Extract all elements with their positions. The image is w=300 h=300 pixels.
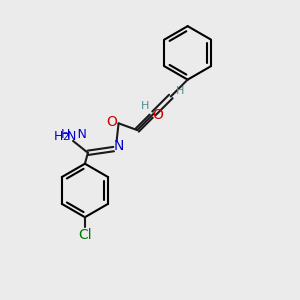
Text: N: N — [113, 139, 124, 153]
Text: Cl: Cl — [78, 228, 92, 242]
Text: O: O — [153, 108, 164, 122]
Text: N: N — [66, 130, 76, 143]
Text: H: H — [141, 101, 149, 111]
Text: H: H — [53, 130, 63, 143]
Text: H: H — [176, 85, 184, 95]
Text: H: H — [60, 128, 70, 142]
Text: 2: 2 — [62, 132, 68, 142]
Text: O: O — [106, 115, 117, 129]
Text: N: N — [70, 128, 87, 142]
